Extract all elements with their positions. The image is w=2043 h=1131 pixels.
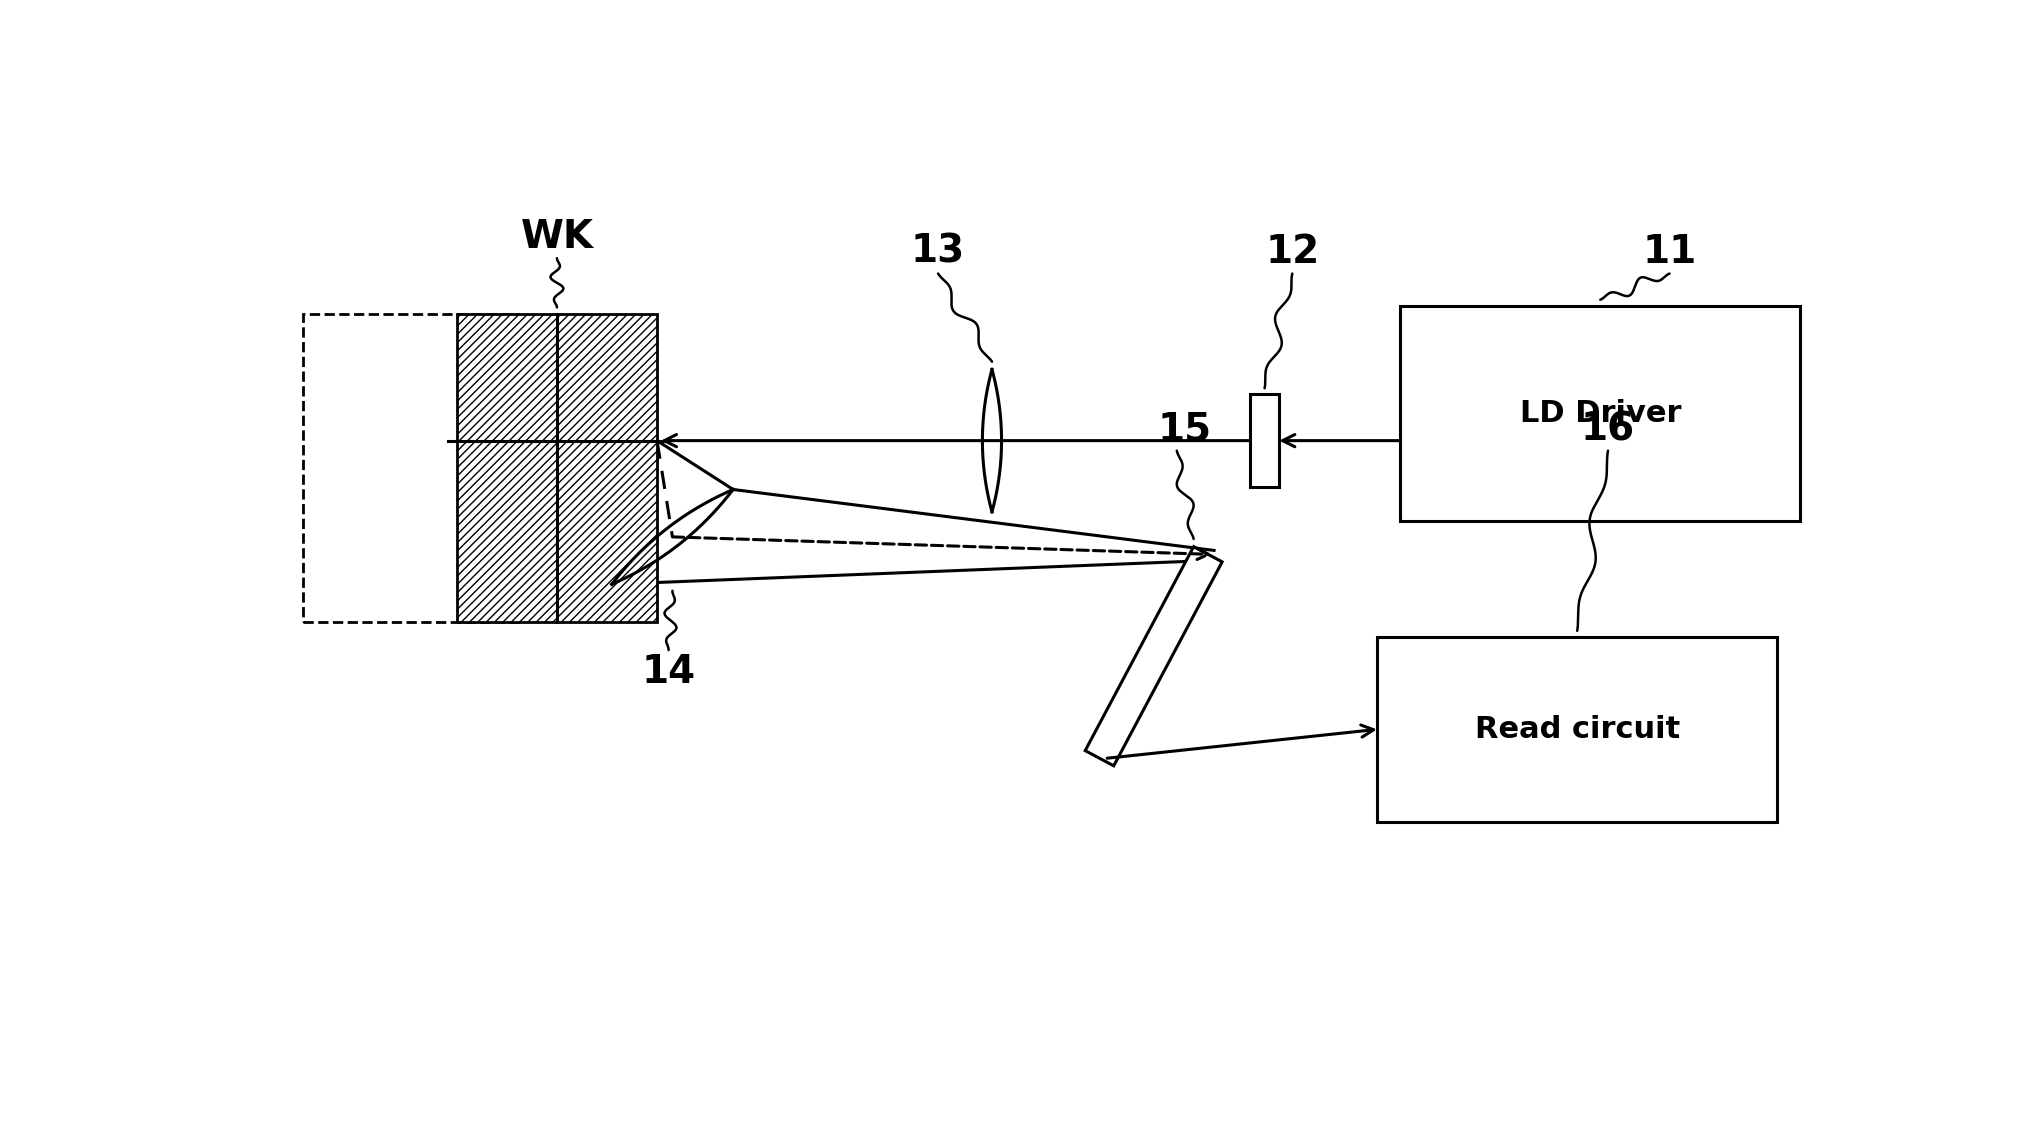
Text: 11: 11	[1643, 233, 1696, 271]
Text: 15: 15	[1158, 411, 1211, 448]
Text: 12: 12	[1265, 233, 1320, 271]
Bar	[1250, 395, 1279, 486]
Text: 14: 14	[642, 653, 697, 691]
Polygon shape	[1085, 546, 1222, 766]
Bar	[1399, 305, 1800, 521]
Text: LD Driver: LD Driver	[1520, 399, 1681, 429]
Text: Read circuit: Read circuit	[1475, 715, 1679, 744]
Text: WK: WK	[521, 217, 592, 256]
Bar	[302, 313, 519, 622]
Text: 16: 16	[1581, 411, 1634, 448]
Text: 13: 13	[911, 233, 964, 271]
Bar	[458, 313, 658, 622]
Bar	[1377, 637, 1777, 822]
